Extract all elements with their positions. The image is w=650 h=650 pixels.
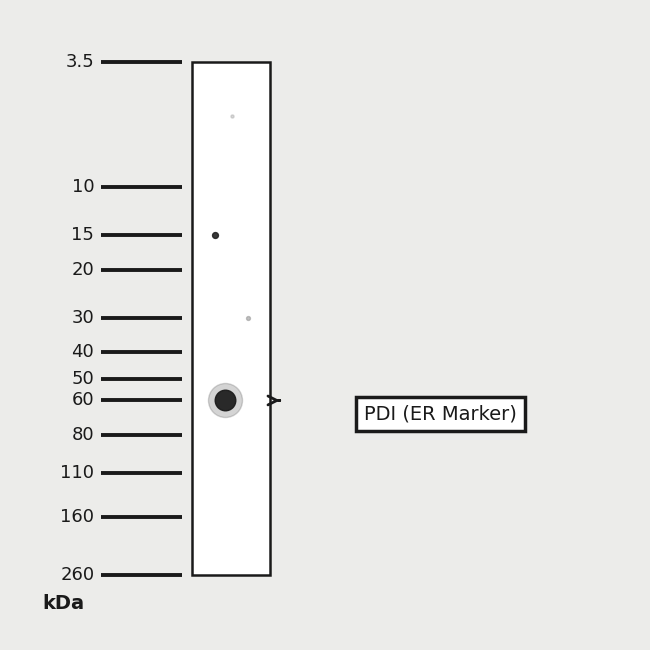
Point [210, 230, 220, 240]
Text: kDa: kDa [42, 593, 84, 613]
Text: 60: 60 [72, 391, 94, 410]
Text: 50: 50 [72, 370, 94, 388]
Text: 10: 10 [72, 178, 94, 196]
Text: 160: 160 [60, 508, 94, 526]
Text: 110: 110 [60, 463, 94, 482]
Text: 30: 30 [72, 309, 94, 327]
Text: 20: 20 [72, 261, 94, 278]
Point [219, 395, 229, 406]
Text: 15: 15 [72, 226, 94, 244]
Text: 40: 40 [72, 343, 94, 361]
Text: 3.5: 3.5 [66, 53, 94, 71]
FancyBboxPatch shape [192, 62, 270, 575]
Text: 80: 80 [72, 426, 94, 444]
Point [227, 111, 237, 121]
Text: 260: 260 [60, 566, 94, 584]
Point [242, 313, 253, 323]
Text: PDI (ER Marker): PDI (ER Marker) [364, 404, 517, 424]
Point [219, 395, 229, 406]
